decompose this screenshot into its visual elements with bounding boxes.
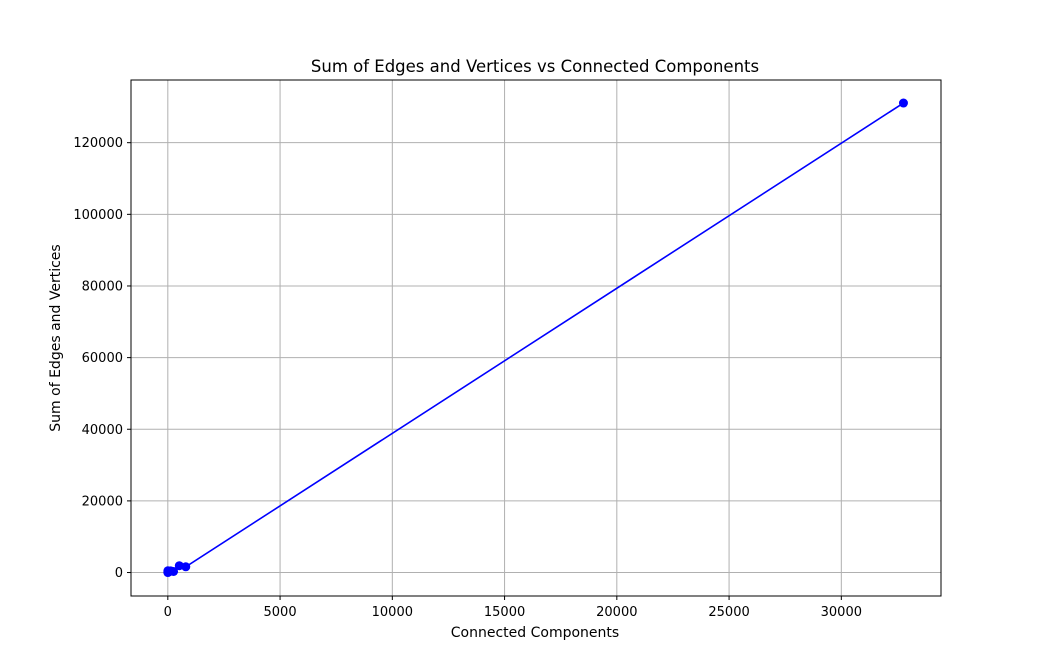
data-series bbox=[163, 98, 908, 578]
x-tick-label: 30000 bbox=[821, 605, 862, 620]
y-tick-label: 100000 bbox=[73, 208, 123, 223]
y-tick-label: 0 bbox=[115, 566, 123, 581]
data-point bbox=[169, 566, 179, 576]
x-axis-ticks: 0 5000 10000 15000 20000 25000 30000 bbox=[164, 596, 862, 620]
y-axis-ticks: 0 20000 40000 60000 80000 100000 120000 bbox=[73, 136, 131, 581]
y-tick-label: 20000 bbox=[82, 494, 123, 509]
data-point bbox=[898, 98, 908, 108]
y-tick-label: 80000 bbox=[82, 279, 123, 294]
y-tick-label: 120000 bbox=[73, 136, 123, 151]
y-tick-label: 60000 bbox=[82, 351, 123, 366]
x-tick-label: 10000 bbox=[372, 605, 413, 620]
x-tick-label: 25000 bbox=[708, 605, 749, 620]
x-axis-title: Connected Components bbox=[451, 625, 619, 641]
x-tick-label: 20000 bbox=[596, 605, 637, 620]
y-tick-label: 40000 bbox=[82, 423, 123, 438]
data-point bbox=[181, 562, 191, 572]
x-tick-label: 5000 bbox=[264, 605, 297, 620]
plot-area-frame bbox=[130, 79, 942, 597]
x-tick-label: 15000 bbox=[484, 605, 525, 620]
y-axis-title: Sum of Edges and Vertices bbox=[48, 244, 64, 431]
grid-lines bbox=[131, 80, 941, 596]
chart-title: Sum of Edges and Vertices vs Connected C… bbox=[311, 57, 759, 76]
x-tick-label: 0 bbox=[164, 605, 172, 620]
